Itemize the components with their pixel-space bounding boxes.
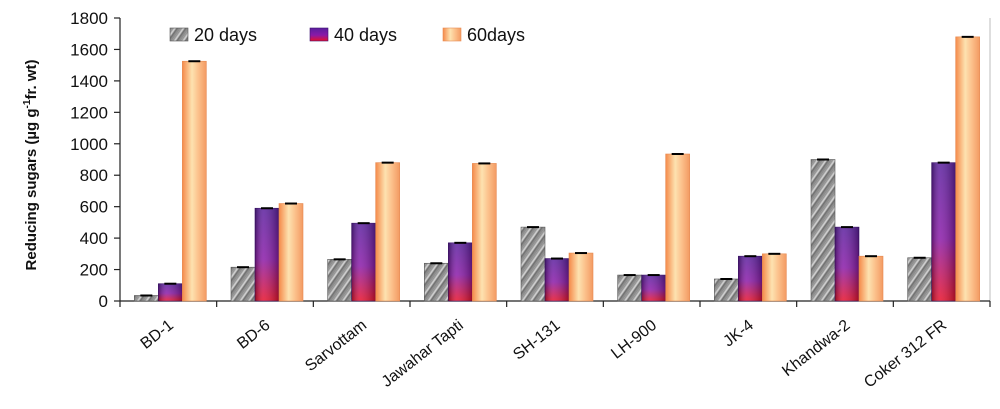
y-tick-label: 1200 [70,103,108,122]
y-tick-label: 800 [80,166,108,185]
bar-20-days-bd-6 [230,266,256,302]
bar-shade [351,223,376,301]
x-tick-label: LH-900 [608,317,660,363]
bar-60days-khandwa-2 [858,255,884,302]
bar-60days-jawahar-tapti [472,163,497,302]
legend-swatch [169,27,189,42]
y-tick-label: 1400 [70,72,108,91]
y-tick-label: 1000 [70,135,108,154]
legend-label: 40 days [334,25,397,45]
bar-shade [931,162,956,301]
bar-shade [641,275,666,301]
bar-60days-jk-4 [762,253,787,302]
x-tick-label: BD-6 [234,317,273,353]
y-tick-label: 600 [80,198,108,217]
bar-60days-bd-6 [278,203,304,302]
x-tick-label: Jawahar Tapti [379,317,467,391]
x-tick-label: BD-1 [138,317,177,353]
y-tick-label: 1800 [70,9,108,28]
legend-label: 60days [467,25,525,45]
x-tick-label: SH-131 [510,317,563,364]
x-tick-label: Sarvottam [302,317,370,375]
x-tick-label: Khandwa-2 [779,317,853,380]
y-tick-label: 200 [80,261,108,280]
bar-shade [448,242,473,301]
y-tick-label: 0 [99,292,108,311]
bar-20-days-coker-312-fr [907,257,932,302]
y-axis-label: Reducing sugars (µg g-1fr. wt) [22,60,40,271]
legend-swatch [309,27,329,42]
bar-20-days-jk-4 [714,278,739,302]
bar-20-days-jawahar-tapti [424,262,449,302]
bar-shade [738,256,763,301]
bar-60days-coker-312-fr [955,36,980,302]
bar-60days-sarvottam [375,162,400,302]
y-tick-label: 1600 [70,40,108,59]
legend: 20 days 40 days 60days [169,25,525,45]
plot-area: 0 200 400 600 800 1000 1200 1400 1600 1800 BD-1 BD-… [70,9,991,392]
bar-shade [255,208,279,301]
bar-shade [158,283,183,301]
legend-label: 20 days [194,25,257,45]
bar-60days-lh-900 [665,153,690,302]
bar-60days-sh-131 [568,252,594,302]
bar-60days-bd-1 [182,60,207,302]
bar-shade [545,258,569,301]
x-tick-label: JK-4 [720,317,756,351]
bar-20-days-lh-900 [617,274,642,302]
bar-shade [835,227,859,301]
bar-20-days-sarvottam [327,259,352,302]
bar-20-days-sh-131 [520,226,546,302]
y-tick-label: 400 [80,229,108,248]
x-tick-label: Coker 312 FR [861,317,950,392]
legend-swatch [442,27,462,42]
bar-20-days-khandwa-2 [810,159,836,302]
